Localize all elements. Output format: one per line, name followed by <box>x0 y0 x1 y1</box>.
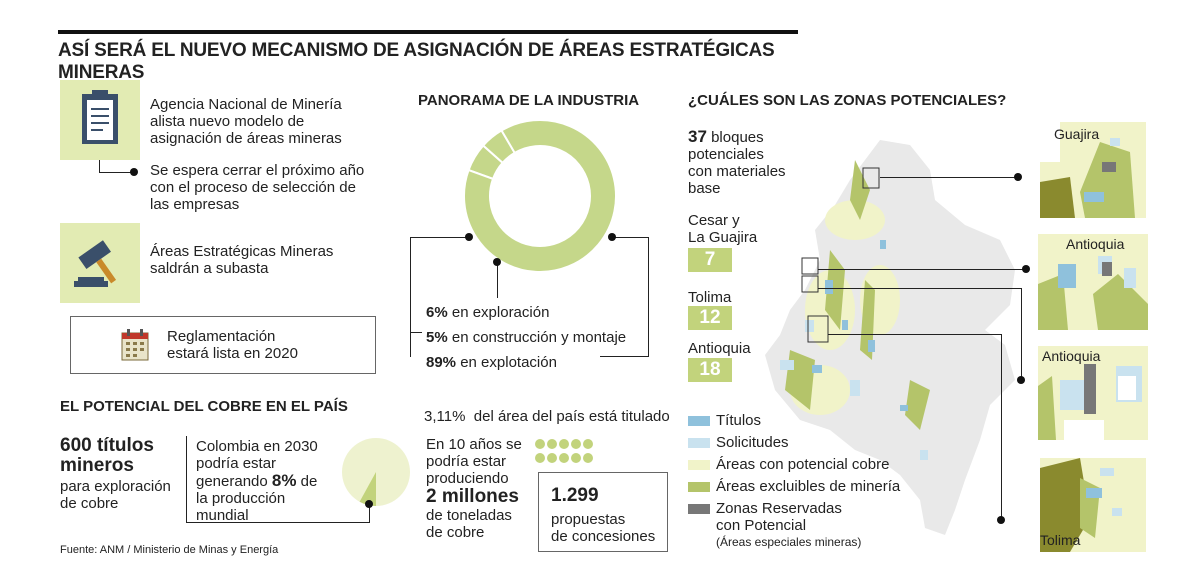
copper-bracket-h <box>186 522 369 523</box>
guajira-connector <box>880 177 1020 178</box>
map-box-tolima <box>807 315 829 343</box>
inset-label-antioquia-2: Antioquia <box>1042 348 1101 364</box>
donut-left-line <box>410 237 411 357</box>
ten-years-text: En 10 años se podría estar produciendo 2… <box>426 436 522 541</box>
region-tolima: Tolima <box>688 289 732 306</box>
donut-left-dot <box>465 233 473 241</box>
tolima-dot <box>997 516 1005 524</box>
donut-right-tick <box>600 356 649 357</box>
auction-text: Áreas Estratégicas Mineras saldrán a sub… <box>150 243 334 277</box>
industry-heading: PANORAMA DE LA INDUSTRIA <box>418 92 640 109</box>
industry-donut <box>463 119 617 273</box>
copper-share-pie <box>342 438 410 508</box>
clipboard-icon <box>82 90 118 144</box>
legend-swatch-titulos <box>688 416 710 426</box>
donut-label-construction: 5% en construcción y montaje <box>426 329 627 346</box>
colombia-map <box>765 140 1015 535</box>
inset-antioquia-2: Antioquia <box>1038 346 1148 440</box>
donut-labels: 6% en exploración 5% en construcción y m… <box>426 300 626 375</box>
copper-bracket-v <box>186 436 187 523</box>
badge-tolima: 12 <box>688 306 732 330</box>
area-titled: 3,11% del área del país está titulado <box>424 408 670 425</box>
zones-heading: ¿CUÁLES SON LAS ZONAS POTENCIALES? <box>688 92 1007 109</box>
region-cesar: Cesar y La Guajira <box>688 212 758 246</box>
copper-share-slice <box>359 472 376 506</box>
calendar-icon <box>121 329 149 361</box>
donut-right-dot <box>608 233 616 241</box>
clipboard-icon-box <box>60 80 140 160</box>
tolima-connector-h <box>828 334 1002 335</box>
legend-swatch-reservadas <box>688 504 710 514</box>
connector-dot <box>130 168 138 176</box>
donut-left-hline <box>410 237 468 238</box>
top-rule <box>58 30 798 34</box>
badge-antioquia: 18 <box>688 358 732 382</box>
map-box-antioquia-2 <box>801 275 819 293</box>
legend-swatch-solicitudes <box>688 438 710 448</box>
tolima-connector-v <box>1001 334 1002 520</box>
blocks-text: 37 bloques potenciales con materiales ba… <box>688 127 786 197</box>
donut-left-tick <box>410 332 422 333</box>
regulation-text: Reglamentación estará lista en 2020 <box>167 328 298 362</box>
inset-antioquia-1: Antioquia <box>1038 234 1148 330</box>
legend-swatch-excluibles <box>688 482 710 492</box>
antioquia1-connector <box>818 269 1026 270</box>
agency-text: Agencia Nacional de Minería alista nuevo… <box>150 96 342 147</box>
source-note: Fuente: ANM / Ministerio de Minas y Ener… <box>60 544 279 556</box>
donut-label-exploitation: 89% en explotación <box>426 354 557 371</box>
inset-tolima: Tolima <box>1040 458 1146 552</box>
map-box-guajira <box>862 167 880 189</box>
donut-right-line <box>648 237 649 357</box>
donut-mid-dot <box>493 258 501 266</box>
page-title: ASÍ SERÁ EL NUEVO MECANISMO DE ASIGNACIÓ… <box>58 40 775 83</box>
antioquia2-connector-h <box>818 288 1022 289</box>
donut-mid-line <box>497 262 498 298</box>
donut-slice-exploitation <box>463 119 617 273</box>
legend-swatch-potencial <box>688 460 710 470</box>
copper-titles-small: para exploración de cobre <box>60 478 171 512</box>
inset-guajira: Guajira <box>1040 122 1146 218</box>
production-dots <box>535 439 593 463</box>
badge-cesar: 7 <box>688 248 732 272</box>
copper-titles-big: 600 títulos mineros <box>60 435 154 476</box>
copper-heading: EL POTENCIAL DEL COBRE EN EL PAÍS <box>60 398 348 415</box>
regulation-box: Reglamentación estará lista en 2020 <box>70 316 376 374</box>
donut-right-hline <box>612 237 648 238</box>
donut-label-exploration: 6% en exploración <box>426 304 550 321</box>
antioquia2-connector-v <box>1021 288 1022 380</box>
close-text: Se espera cerrar el próximo año con el p… <box>150 162 365 213</box>
antioquia1-dot <box>1022 265 1030 273</box>
map-box-antioquia-1 <box>801 257 819 275</box>
copper-2030-text: Colombia en 2030 podría estar generando … <box>196 438 318 524</box>
inset-label-antioquia-1: Antioquia <box>1066 236 1125 252</box>
inset-label-guajira: Guajira <box>1054 126 1100 142</box>
gavel-icon <box>74 240 117 287</box>
connector-h <box>99 172 131 173</box>
region-antioquia: Antioquia <box>688 340 751 357</box>
inset-label-tolima: Tolima <box>1040 532 1081 548</box>
proposals-box: 1.299 propuestas de concesiones <box>538 472 668 552</box>
copper-bracket-v2 <box>369 505 370 523</box>
antioquia2-dot <box>1017 376 1025 384</box>
copper-dot <box>365 500 373 508</box>
connector-v <box>99 160 100 173</box>
guajira-dot <box>1014 173 1022 181</box>
gavel-icon-box <box>60 223 140 303</box>
